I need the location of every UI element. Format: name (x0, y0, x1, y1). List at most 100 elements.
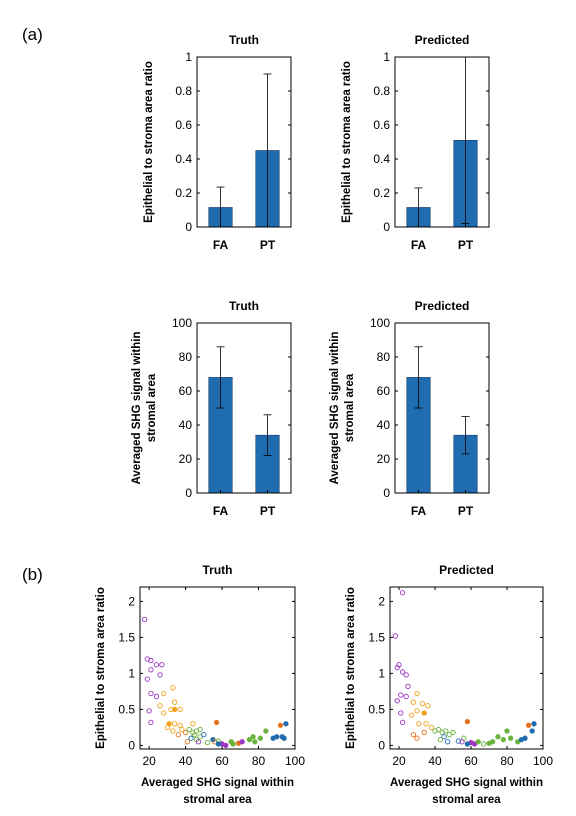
data-point (177, 706, 183, 713)
x-tick-label: 40 (179, 754, 193, 768)
category-label: FA (213, 504, 229, 518)
x-axis-label-line: Averaged SHG signal within (141, 777, 294, 789)
y-axis-label-line: stromal area (344, 373, 356, 442)
y-tick-label: 0.8 (373, 84, 390, 98)
data-point (423, 721, 429, 727)
x-axis-label-line: stromal area (183, 794, 252, 806)
y-axis-label: Epithelial to stroma area ratio (341, 61, 353, 223)
data-point (148, 667, 154, 673)
y-tick-label: 100 (370, 316, 390, 330)
data-point (455, 738, 462, 744)
chart-title: Predicted (415, 299, 470, 313)
data-point (159, 662, 165, 668)
data-point (148, 719, 154, 726)
data-point (394, 664, 400, 671)
data-point (495, 734, 501, 740)
x-tick-label: 80 (500, 754, 514, 768)
data-point (392, 633, 399, 639)
data-point (529, 728, 535, 734)
data-point (428, 724, 435, 731)
chart-title: Predicted (439, 563, 494, 577)
x-tick-label: 40 (428, 754, 442, 768)
data-point (188, 735, 194, 741)
chart-b-pred: Predicted 0 0.5 1 1.5 2 20 40 60 80 100 Epithelial … (345, 563, 553, 806)
data-point (204, 739, 211, 746)
y-tick-label: 40 (377, 418, 391, 432)
data-point (170, 685, 176, 691)
y-tick-label: 0 (383, 486, 390, 500)
data-point (179, 726, 185, 733)
data-point (177, 722, 183, 728)
y-tick-label: 0 (185, 220, 192, 234)
x-axis-label-line: stromal area (432, 794, 501, 806)
data-point (405, 683, 411, 690)
y-tick-label: 1 (383, 50, 390, 64)
y-tick-label: 20 (179, 452, 193, 466)
data-point (157, 703, 163, 709)
y-tick-label: 1 (378, 666, 385, 680)
category-label: FA (213, 238, 229, 252)
data-point (475, 739, 481, 745)
chart-title: Truth (229, 33, 259, 47)
data-point (408, 712, 415, 718)
axes-frame (196, 56, 292, 228)
chart-title: Predicted (415, 33, 470, 47)
data-point (250, 734, 256, 740)
chart-a-pred-shg: Predicted 0 20 40 60 80 100 FA PT Averaged SHG si… (329, 299, 490, 518)
category-label: PT (260, 238, 276, 252)
data-point (195, 739, 202, 745)
axes-frame (139, 586, 296, 750)
data-point (414, 735, 420, 741)
data-point (464, 741, 471, 747)
chart-a-truth-shg: Truth 0 20 40 60 80 100 FA PT Averaged SHG signal… (131, 299, 292, 518)
data-point (201, 731, 207, 738)
data-point (398, 692, 404, 698)
y-tick-label: 0.2 (373, 186, 390, 200)
data-point (171, 706, 178, 713)
y-tick-label: 0.8 (175, 84, 192, 98)
data-point (164, 724, 171, 731)
data-point (153, 693, 160, 700)
axes-frame (389, 586, 544, 750)
data-point (274, 734, 280, 740)
category-label: PT (260, 504, 276, 518)
data-point (398, 710, 404, 716)
data-point (197, 726, 203, 733)
x-tick-label: 60 (215, 754, 229, 768)
axes-frame (394, 322, 490, 494)
axes-frame (394, 56, 490, 228)
data-point (464, 718, 471, 725)
data-point (213, 719, 220, 726)
data-point (148, 657, 154, 664)
data-point (246, 736, 253, 743)
data-point (161, 710, 167, 716)
data-point (500, 736, 507, 743)
category-label: PT (458, 238, 474, 252)
data-point (444, 739, 451, 745)
y-tick-label: 60 (377, 384, 391, 398)
data-point (239, 739, 245, 745)
data-point (283, 721, 289, 727)
panel-label-a: (a) (22, 25, 43, 44)
axes-frame (196, 322, 292, 494)
data-point (421, 729, 427, 736)
y-tick-label: 1.5 (368, 630, 385, 644)
data-point (394, 698, 400, 704)
data-point (399, 719, 406, 726)
x-tick-label: 60 (464, 754, 478, 768)
category-label: FA (411, 238, 427, 252)
y-tick-label: 20 (377, 452, 391, 466)
y-tick-label: 0.2 (175, 186, 192, 200)
y-tick-label: 0.4 (175, 152, 192, 166)
data-point (531, 721, 537, 727)
data-point (410, 699, 417, 705)
data-point (182, 729, 189, 736)
data-point (403, 672, 409, 678)
data-point (443, 728, 449, 734)
data-point (161, 690, 167, 697)
data-point (450, 729, 456, 736)
y-tick-label: 40 (179, 418, 193, 432)
data-point (146, 708, 152, 714)
charts: Truth 0 0.2 0.4 0.6 0.8 1 FA PT Epithelial to str… (95, 33, 553, 806)
